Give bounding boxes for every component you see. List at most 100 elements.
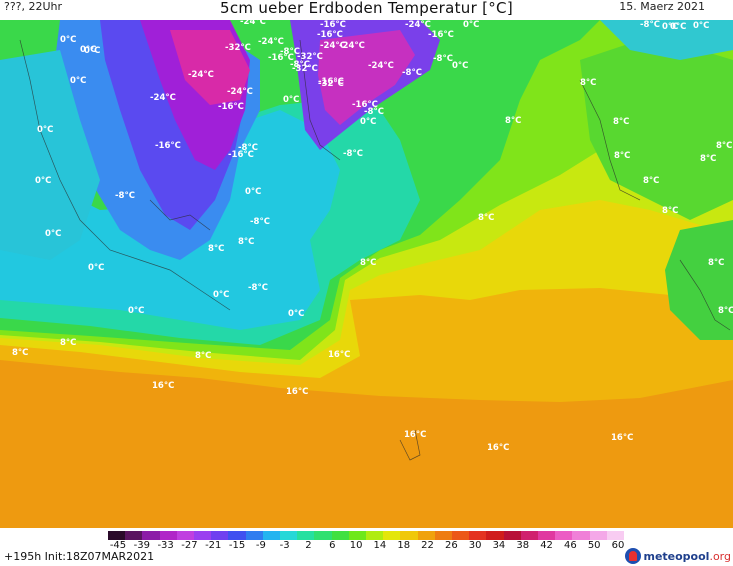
color-scale-tick: 50 <box>587 540 601 551</box>
temperature-label: -8°C <box>248 283 268 293</box>
color-scale-swatch <box>108 531 126 540</box>
temperature-label: 8°C <box>614 151 630 161</box>
temperature-label: 16°C <box>487 443 509 453</box>
brand-name: meteopool <box>643 549 710 563</box>
temperature-label: 16°C <box>404 430 426 440</box>
temperature-label: 8°C <box>360 258 376 268</box>
color-scale-swatch <box>572 531 590 540</box>
color-scale-swatch <box>417 531 435 540</box>
temperature-label: 0°C <box>88 263 104 273</box>
temperature-label: -16°C <box>228 150 254 160</box>
temperature-label: -32°C <box>318 79 344 89</box>
temperature-label: -32°C <box>225 43 251 53</box>
color-scale-tick: 18 <box>397 540 411 551</box>
temperature-label: 16°C <box>286 387 308 397</box>
color-scale-tick: 30 <box>468 540 482 551</box>
forecast-date: 15. Maerz 2021 <box>619 0 705 13</box>
color-scale-ticks: -45 -39 -33 -27 -21 -15 -9 -3 2 6 10 14 18 22 26 30 34 38… <box>104 540 634 554</box>
color-scale-tick: 22 <box>421 540 434 551</box>
temperature-label: 0°C <box>452 61 468 71</box>
temperature-label: -8°C <box>640 20 660 30</box>
temperature-label: 8°C <box>708 258 724 268</box>
meteopool-icon <box>625 548 642 564</box>
color-scale-tick: 26 <box>444 540 458 551</box>
color-scale-swatch <box>176 531 195 540</box>
temperature-label: -16°C <box>320 20 346 30</box>
temperature-label: -24°C <box>227 87 253 97</box>
color-scale-swatch <box>142 531 160 540</box>
color-scale-tick: -39 <box>133 540 150 551</box>
temperature-label: 8°C <box>700 154 716 164</box>
temperature-label: -24°C <box>150 93 176 103</box>
header: ???, 22Uhr 5cm ueber Erdboden Temperatur… <box>0 0 733 20</box>
temperature-label: 8°C <box>195 351 211 361</box>
color-scale-tick: -33 <box>157 540 174 551</box>
temperature-label: 8°C <box>60 338 76 348</box>
brand-text: meteopool.org <box>643 550 731 563</box>
color-scale <box>108 531 625 540</box>
temperature-label: -16°C <box>318 77 344 87</box>
temperature-label: 0°C <box>70 76 86 86</box>
temperature-label: -16°C <box>218 102 244 112</box>
brand-tld: .org <box>709 549 731 563</box>
forecast-time: ???, 22Uhr <box>4 0 63 13</box>
temperature-label: -16°C <box>428 30 454 40</box>
temperature-label: -24°C <box>368 61 394 71</box>
color-scale-swatch <box>262 531 281 540</box>
temperature-label: 16°C <box>152 381 174 391</box>
temperature-label: 0°C <box>662 22 678 32</box>
temperature-label: -24°C <box>188 70 214 80</box>
temperature-label: 0°C <box>693 21 709 31</box>
temperature-label: -8°C <box>290 60 310 70</box>
temperature-label: 8°C <box>478 213 494 223</box>
color-scale-swatch <box>228 531 246 540</box>
color-scale-swatch <box>503 531 521 540</box>
temperature-label: -8°C <box>238 143 258 153</box>
color-scale-tick: -3 <box>279 540 290 551</box>
temperature-label: -8°C <box>343 149 363 159</box>
temperature-label: -24°C <box>240 20 266 27</box>
temp-zone-neg32-east <box>318 30 415 125</box>
color-scale-tick: -27 <box>181 540 198 551</box>
temperature-label: 8°C <box>238 237 254 247</box>
temperature-label: -8°C <box>280 47 300 57</box>
temperature-label: 0°C <box>35 176 51 186</box>
color-scale-tick: -15 <box>228 540 246 551</box>
scandinavia <box>580 40 733 220</box>
temperature-label: -16°C <box>352 100 378 110</box>
color-scale-swatch <box>245 531 263 540</box>
color-scale-swatch <box>400 531 418 540</box>
color-scale-swatch <box>486 531 504 540</box>
temperature-label: -8°C <box>433 54 453 64</box>
temperature-map[interactable]: -24°C -16°C -24°C-16°C-24°C-16°C-32°C-24°C… <box>0 20 733 528</box>
temperature-label: -32°C <box>297 52 323 62</box>
color-scale-swatch <box>520 531 539 540</box>
temperature-label: 8°C <box>718 306 733 316</box>
temperature-label: 8°C <box>716 141 732 151</box>
temperature-label: 8°C <box>662 206 678 216</box>
temperature-label: 8°C <box>208 244 224 254</box>
temperature-label: -8°C <box>364 107 384 117</box>
temperature-label: -8°C <box>115 191 135 201</box>
color-scale-swatch <box>452 531 470 540</box>
color-scale-swatch <box>194 531 212 540</box>
color-scale-swatch <box>125 531 143 540</box>
meteopool-logo[interactable]: meteopool.org <box>625 548 731 564</box>
temperature-label: 8°C <box>580 78 596 88</box>
temperature-label: 8°C <box>643 176 659 186</box>
temperature-label: 0°C <box>463 20 479 30</box>
footer: -45 -39 -33 -27 -21 -15 -9 -3 2 6 10 14 18 22 26 30 34 38… <box>0 528 733 566</box>
color-scale-tick: 10 <box>349 540 363 551</box>
europe-land <box>665 220 733 340</box>
color-scale-swatch <box>314 531 332 540</box>
temperature-labels: -24°C -16°C -24°C-16°C-24°C-16°C-32°C-24°C… <box>12 20 733 453</box>
map-title: 5cm ueber Erdboden Temperatur [°C] <box>220 0 513 17</box>
color-scale-swatch <box>348 531 367 540</box>
temperature-label: -8°C <box>250 217 270 227</box>
color-scale-tick: -21 <box>205 540 222 551</box>
color-scale-tick: 46 <box>564 540 577 551</box>
coastlines <box>19 39 731 461</box>
arctic-ne <box>600 20 733 60</box>
temperature-label: -32°C <box>292 64 318 74</box>
temperature-label: -16°C <box>155 141 181 151</box>
